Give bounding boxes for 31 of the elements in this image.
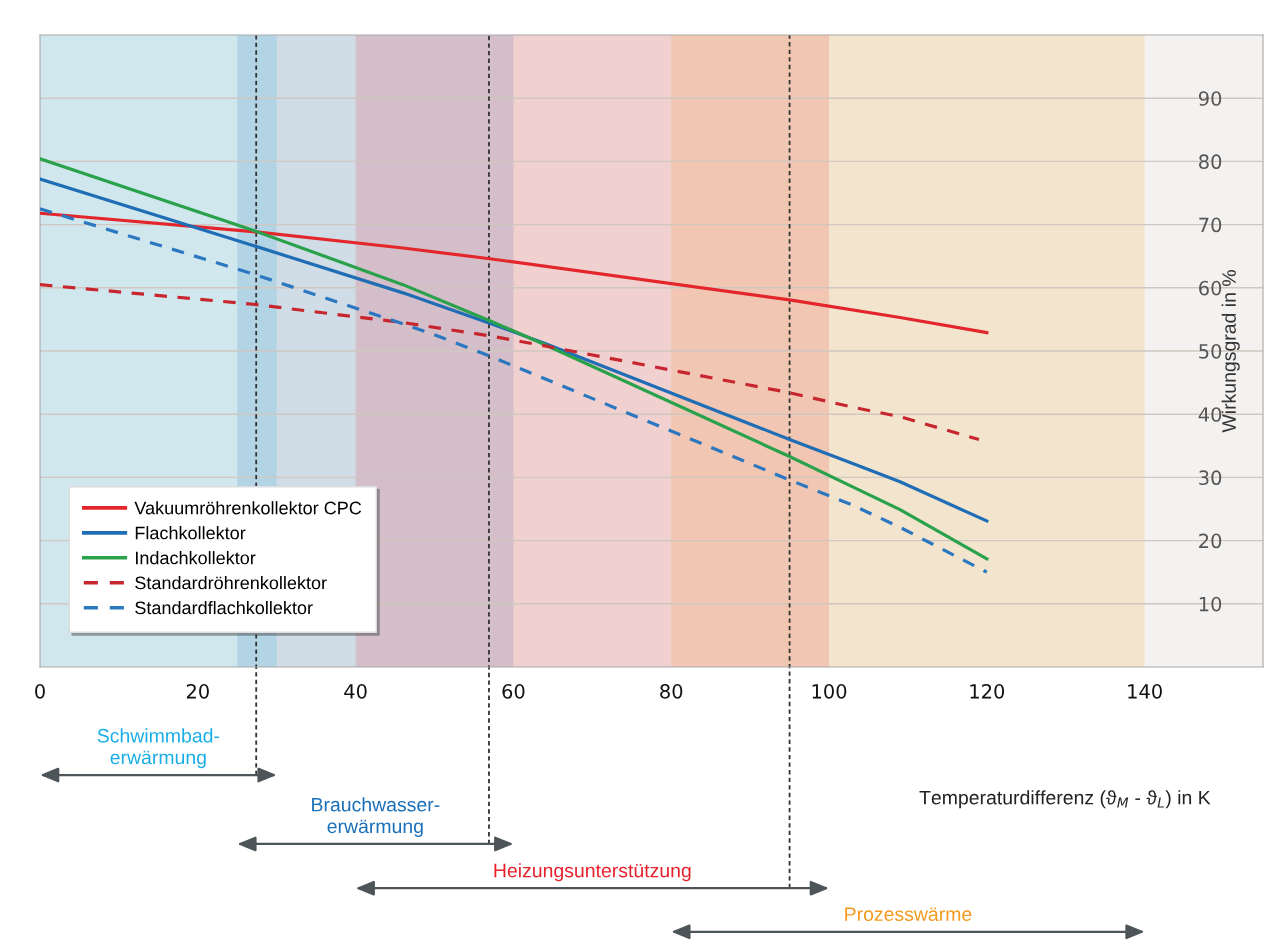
legend-label: Standardröhrenkollektor [135,576,327,590]
y-axis-title: Wirkungsgrad in % [1221,270,1240,433]
y-tick-label: 60 [1199,280,1222,296]
line-series [40,211,989,335]
legend-label: Standardflachkollektor [135,600,313,615]
band-label: Schwimmbad- erwärmung [97,728,220,769]
y-tick-label: 30 [1199,470,1222,486]
band-label: Prozesswärme [845,907,972,922]
legend-label: Indachkollektor [136,551,256,565]
x-tick-label: 40 [344,684,367,699]
y-tick-label: 40 [1198,407,1222,422]
band-label: Heizungsunterstützung [494,863,691,882]
line-series [40,283,981,442]
y-tick-label: 70 [1199,217,1222,233]
y-tick-label: 10 [1199,596,1222,612]
x-tick-label: 80 [660,684,683,699]
x-tick-label: 120 [970,684,1005,699]
y-tick-label: 50 [1199,343,1222,359]
x-axis-title: Temperaturdifferenz (ϑ$_{M}$ - ϑ$_{L}$) in K [919,790,1211,809]
legend-label: Vakuumröhrenkollektor CPC [134,501,362,515]
x-tick-label: 100 [812,684,847,699]
line-series [40,207,989,574]
y-tick-label: 20 [1199,533,1222,549]
x-tick-label: 60 [502,684,525,699]
y-tick-label: 80 [1199,154,1222,170]
y-tick-label: 90 [1198,91,1222,106]
legend-label: Flachkollektor [135,526,246,540]
band-label: Brauchwasser- erwärmung [312,797,440,838]
x-tick-label: 0 [35,684,45,699]
x-tick-label: 20 [186,684,209,699]
x-tick-label: 140 [1128,684,1162,699]
